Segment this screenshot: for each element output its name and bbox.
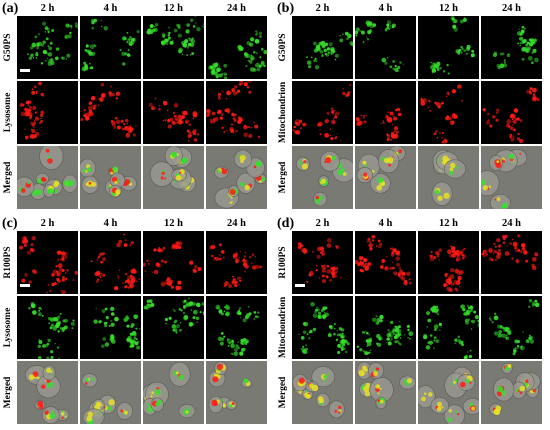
- micrograph-tile: [206, 296, 267, 359]
- row-label: Lysosome: [2, 307, 13, 347]
- micrograph-tile: [418, 296, 479, 359]
- micrograph-tile: [355, 146, 416, 209]
- micrograph-tile: [206, 81, 267, 144]
- column-header: 2 h: [40, 3, 55, 14]
- micrograph-tile: [143, 16, 204, 79]
- column-header: 4 h: [103, 218, 118, 229]
- micrograph-tile: [17, 361, 78, 424]
- micrograph-tile: [17, 146, 78, 209]
- row-label: R100PS: [277, 245, 288, 279]
- micrograph-tile: [292, 231, 353, 294]
- micrograph-tile: [418, 81, 479, 144]
- micrograph-tile: [292, 361, 353, 424]
- micrograph-tile: [355, 296, 416, 359]
- column-header: 4 h: [103, 3, 118, 14]
- micrograph-tile: [481, 231, 542, 294]
- micrograph-tile: [292, 81, 353, 144]
- row-label: Lysosome: [2, 92, 13, 132]
- micrograph-tile: [355, 81, 416, 144]
- figure-panel: (a) 2 h 4 h 12 h 24 h G50PS Lysosome Merged: [0, 0, 275, 215]
- column-header: 24 h: [502, 3, 521, 14]
- panel-label: (b): [277, 1, 295, 16]
- micrograph-tile: [355, 231, 416, 294]
- micrograph-tile: [143, 81, 204, 144]
- panel-label: (c): [2, 216, 18, 231]
- micrograph-tile: [80, 231, 141, 294]
- micrograph-tile: [481, 81, 542, 144]
- column-header: 2 h: [315, 218, 330, 229]
- row-label: Merged: [2, 376, 13, 408]
- micrograph-tile: [481, 16, 542, 79]
- column-header: 4 h: [378, 218, 393, 229]
- micrograph-tile: [481, 146, 542, 209]
- row-label: R100PS: [2, 245, 13, 279]
- micrograph-tile: [143, 146, 204, 209]
- micrograph-tile: [481, 361, 542, 424]
- micrograph-tile: [206, 16, 267, 79]
- column-header: 2 h: [40, 218, 55, 229]
- micrograph-tile: [355, 361, 416, 424]
- panel-label: (d): [277, 216, 295, 231]
- row-label: G50PS: [2, 33, 13, 61]
- column-header: 24 h: [502, 218, 521, 229]
- column-header: 4 h: [378, 3, 393, 14]
- micrograph-tile: [80, 16, 141, 79]
- row-label: Merged: [2, 161, 13, 193]
- scale-bar: [20, 69, 30, 72]
- row-label: Merged: [277, 161, 288, 193]
- micrograph-tile: [143, 361, 204, 424]
- column-header: 12 h: [164, 218, 183, 229]
- micrograph-tile: [80, 296, 141, 359]
- micrograph-tile: [206, 361, 267, 424]
- panel-label: (a): [2, 1, 19, 16]
- column-header: 24 h: [227, 218, 246, 229]
- row-label: Merged: [277, 376, 288, 408]
- row-label: Mitochondrion: [277, 81, 288, 143]
- micrograph-tile: [292, 16, 353, 79]
- column-header: 12 h: [439, 218, 458, 229]
- micrograph-tile: [292, 146, 353, 209]
- figure-panel: (c) 2 h 4 h 12 h 24 h R100PS Lysosome Merged: [0, 215, 275, 430]
- scale-bar: [20, 284, 30, 287]
- row-label: Mitochondrion: [277, 296, 288, 358]
- micrograph-tile: [80, 361, 141, 424]
- micrograph-tile: [355, 16, 416, 79]
- figure-panel: (b) 2 h 4 h 12 h 24 h G50PS Mitochondrion Merge…: [275, 0, 550, 215]
- micrograph-tile: [292, 296, 353, 359]
- figure-panel: (d) 2 h 4 h 12 h 24 h R100PS Mitochondrion Merg…: [275, 215, 550, 430]
- scale-bar: [295, 284, 305, 287]
- micrograph-tile: [80, 146, 141, 209]
- micrograph-tile: [17, 16, 78, 79]
- micrograph-tile: [481, 296, 542, 359]
- micrograph-tile: [418, 361, 479, 424]
- micrograph-tile: [17, 296, 78, 359]
- micrograph-tile: [80, 81, 141, 144]
- micrograph-tile: [418, 16, 479, 79]
- column-header: 24 h: [227, 3, 246, 14]
- micrograph-tile: [17, 231, 78, 294]
- micrograph-tile: [143, 296, 204, 359]
- column-header: 2 h: [315, 3, 330, 14]
- micrograph-tile: [206, 231, 267, 294]
- micrograph-tile: [418, 231, 479, 294]
- column-header: 12 h: [164, 3, 183, 14]
- micrograph-tile: [206, 146, 267, 209]
- column-header: 12 h: [439, 3, 458, 14]
- micrograph-tile: [17, 81, 78, 144]
- row-label: G50PS: [277, 33, 288, 61]
- micrograph-tile: [418, 146, 479, 209]
- micrograph-tile: [143, 231, 204, 294]
